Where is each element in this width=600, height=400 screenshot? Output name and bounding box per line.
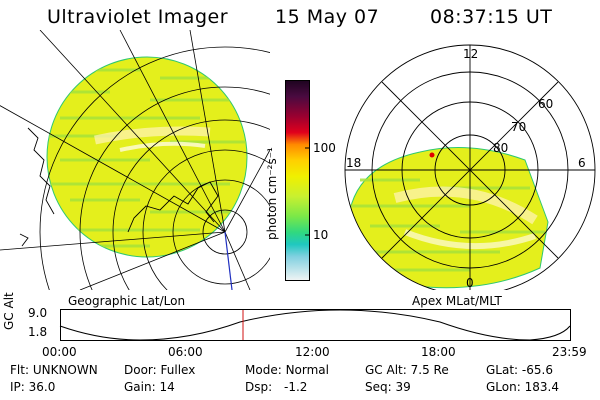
mlt-label-12: 12 bbox=[463, 47, 479, 61]
glon-value: 183.4 bbox=[524, 380, 559, 394]
glat-value: -65.6 bbox=[521, 363, 553, 377]
flt-value: UNKNOWN bbox=[32, 363, 98, 377]
instrument-title: Ultraviolet Imager bbox=[47, 6, 229, 28]
colorbar-tick-100: 100 bbox=[313, 141, 336, 155]
altitude-curve bbox=[59, 309, 571, 341]
info-dsp: Dsp: -1.2 bbox=[245, 379, 307, 396]
polar-auroral-oval bbox=[393, 186, 538, 225]
altitude-ylabel: GC Alt bbox=[2, 292, 16, 330]
geo-terminator bbox=[224, 231, 233, 290]
door-label: Door: bbox=[124, 363, 157, 377]
info-glon: GLon: 183.4 bbox=[486, 379, 559, 396]
time-tick-1200: 12:00 bbox=[295, 345, 330, 359]
info-flt: Flt: UNKNOWN bbox=[10, 362, 98, 379]
geo-grid bbox=[0, 30, 270, 290]
gain-label: Gain: bbox=[124, 380, 156, 394]
flt-label: Flt: bbox=[10, 363, 29, 377]
mlt-label-0: 0 bbox=[466, 276, 474, 290]
time-tick-2359: 23:59 bbox=[552, 345, 587, 359]
gcalt-label: GC Alt: bbox=[365, 363, 407, 377]
time-tick-0600: 06:00 bbox=[168, 345, 203, 359]
glat-label: GLat: bbox=[486, 363, 519, 377]
dsp-value: -1.2 bbox=[283, 380, 308, 394]
mode-label: Mode: bbox=[245, 363, 282, 377]
mlat-label-80: 80 bbox=[493, 141, 509, 155]
info-gc-alt: GC Alt: 7.5 Re bbox=[365, 362, 449, 379]
gain-value: 14 bbox=[159, 380, 175, 394]
dsp-label: Dsp: bbox=[245, 380, 273, 394]
door-value: Fullex bbox=[160, 363, 196, 377]
ip-value: 36.0 bbox=[28, 380, 56, 394]
altitude-ytick-bottom: 1.8 bbox=[28, 325, 48, 339]
info-door: Door: Fullex bbox=[124, 362, 195, 379]
polar-grid bbox=[344, 44, 596, 290]
info-mode: Mode: Normal bbox=[245, 362, 329, 379]
colorbar bbox=[285, 80, 310, 281]
info-seq: Seq: 39 bbox=[365, 379, 411, 396]
time-tick-0000: 00:00 bbox=[42, 345, 77, 359]
altitude-ytick-top: 9.0 bbox=[28, 306, 48, 320]
ip-label: IP: bbox=[10, 380, 25, 394]
colorbar-unit-label: photon cm⁻²s⁻¹ bbox=[265, 147, 279, 240]
mlat-label-70: 70 bbox=[511, 120, 527, 134]
header-date: 15 May 07 bbox=[275, 6, 380, 28]
mlt-label-18: 18 bbox=[346, 156, 362, 170]
geo-aurora-band bbox=[94, 126, 211, 145]
right-panel-caption: Apex MLat/MLT bbox=[412, 294, 502, 308]
geographic-image bbox=[0, 30, 270, 290]
sub-solar-point bbox=[429, 152, 435, 158]
mode-value: Normal bbox=[285, 363, 329, 377]
left-panel-caption: Geographic Lat/Lon bbox=[68, 294, 186, 308]
seq-value: 39 bbox=[395, 380, 411, 394]
seq-label: Seq: bbox=[365, 380, 392, 394]
geo-coastlines bbox=[19, 127, 219, 247]
colorbar-tick-10: 10 bbox=[313, 228, 329, 242]
info-glat: GLat: -65.6 bbox=[486, 362, 553, 379]
mlat-label-60: 60 bbox=[538, 97, 554, 111]
header-time: 08:37:15 UT bbox=[430, 6, 553, 28]
info-gain: Gain: 14 bbox=[124, 379, 175, 396]
gcalt-value: 7.5 Re bbox=[410, 363, 449, 377]
mlt-label-6: 6 bbox=[578, 156, 586, 170]
altitude-plot bbox=[59, 309, 571, 341]
time-tick-1800: 18:00 bbox=[421, 345, 456, 359]
info-ip: IP: 36.0 bbox=[10, 379, 55, 396]
glon-label: GLon: bbox=[486, 380, 521, 394]
magnetic-polar-image bbox=[344, 44, 596, 290]
